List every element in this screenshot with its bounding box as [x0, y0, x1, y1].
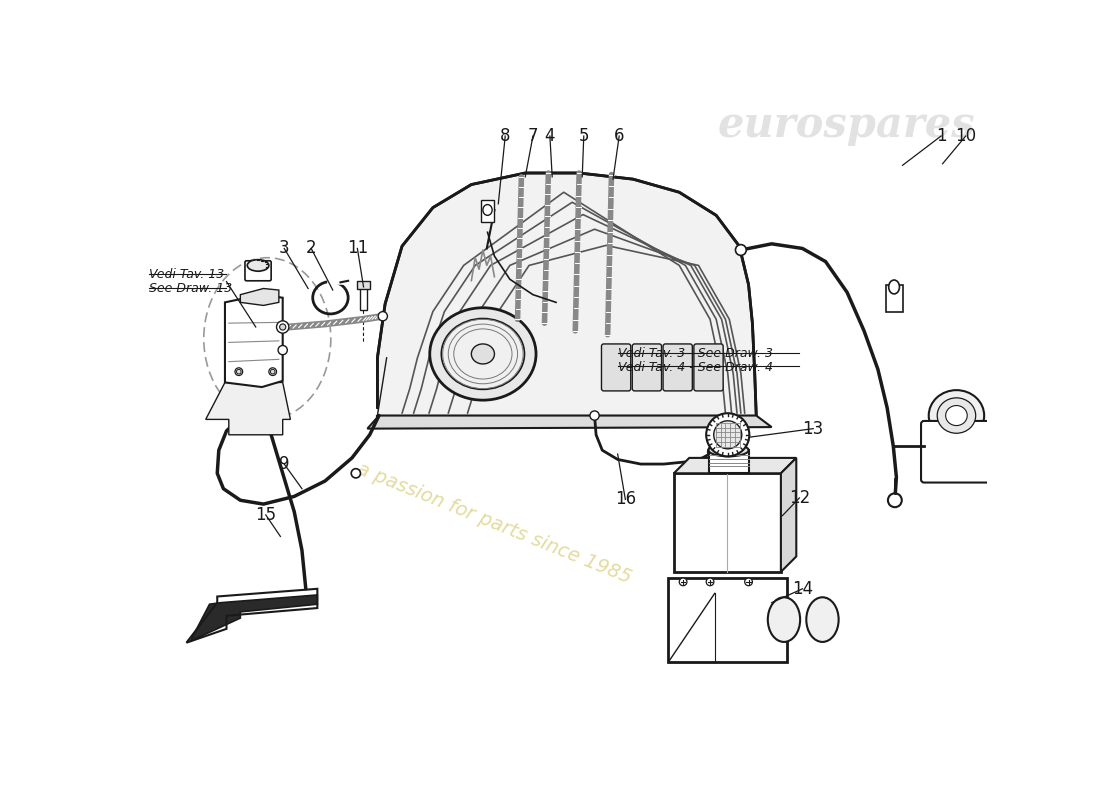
FancyBboxPatch shape [602, 344, 630, 391]
Text: 1: 1 [936, 127, 946, 145]
Ellipse shape [472, 344, 495, 364]
Polygon shape [241, 289, 279, 306]
Polygon shape [224, 294, 283, 387]
Circle shape [680, 578, 686, 586]
Text: 13: 13 [803, 420, 824, 438]
FancyBboxPatch shape [694, 344, 723, 391]
Ellipse shape [430, 308, 536, 400]
FancyBboxPatch shape [663, 344, 692, 391]
Text: 3: 3 [279, 239, 289, 258]
Text: 7: 7 [528, 127, 538, 145]
Ellipse shape [806, 598, 838, 642]
Circle shape [271, 370, 275, 374]
Text: 10: 10 [955, 127, 977, 145]
Ellipse shape [937, 398, 976, 434]
Text: Vedi Tav. 13: Vedi Tav. 13 [150, 268, 224, 281]
Circle shape [279, 324, 286, 330]
Text: Vedi Tav. 3 - See Draw. 3: Vedi Tav. 3 - See Draw. 3 [618, 347, 772, 361]
Circle shape [236, 370, 241, 374]
Polygon shape [190, 595, 318, 641]
Ellipse shape [441, 318, 525, 390]
Text: eurospares: eurospares [718, 104, 976, 146]
Text: 14: 14 [792, 580, 813, 598]
Bar [886, 285, 902, 311]
Circle shape [378, 311, 387, 321]
Circle shape [707, 446, 721, 458]
Text: 6: 6 [614, 127, 625, 145]
Polygon shape [781, 458, 796, 572]
Text: 5: 5 [579, 127, 588, 145]
Text: 12: 12 [789, 489, 810, 507]
Ellipse shape [946, 406, 967, 426]
Text: 9: 9 [279, 455, 289, 473]
Circle shape [745, 578, 752, 586]
Ellipse shape [928, 390, 984, 441]
Circle shape [590, 411, 600, 420]
Ellipse shape [889, 280, 900, 294]
Ellipse shape [483, 205, 492, 215]
Text: 11: 11 [346, 239, 368, 258]
Polygon shape [367, 415, 772, 429]
Text: 8: 8 [500, 127, 510, 145]
Circle shape [235, 368, 243, 375]
Polygon shape [669, 578, 788, 662]
Polygon shape [674, 474, 781, 572]
Polygon shape [206, 382, 290, 435]
Ellipse shape [708, 444, 748, 456]
Text: 16: 16 [615, 490, 636, 509]
Circle shape [888, 494, 902, 507]
Text: See Draw. 13: See Draw. 13 [150, 282, 233, 295]
Circle shape [736, 245, 746, 255]
FancyBboxPatch shape [245, 261, 271, 281]
Polygon shape [674, 458, 796, 474]
Text: 2: 2 [306, 239, 317, 258]
Text: Vedi Tav. 4 - See Draw. 4: Vedi Tav. 4 - See Draw. 4 [618, 361, 772, 374]
Bar [360, 287, 366, 310]
Bar [356, 281, 370, 289]
Circle shape [706, 414, 749, 456]
Circle shape [714, 421, 741, 449]
Polygon shape [708, 450, 749, 474]
FancyBboxPatch shape [632, 344, 661, 391]
Ellipse shape [248, 260, 268, 271]
Circle shape [706, 578, 714, 586]
Text: 4: 4 [544, 127, 556, 145]
Circle shape [268, 368, 276, 375]
Polygon shape [377, 173, 757, 415]
Circle shape [276, 321, 289, 333]
Circle shape [351, 469, 361, 478]
Text: 15: 15 [255, 506, 276, 524]
Circle shape [278, 346, 287, 354]
Text: a passion for parts since 1985: a passion for parts since 1985 [354, 459, 635, 587]
Bar [481, 200, 495, 222]
Ellipse shape [768, 598, 800, 642]
FancyBboxPatch shape [921, 421, 992, 482]
